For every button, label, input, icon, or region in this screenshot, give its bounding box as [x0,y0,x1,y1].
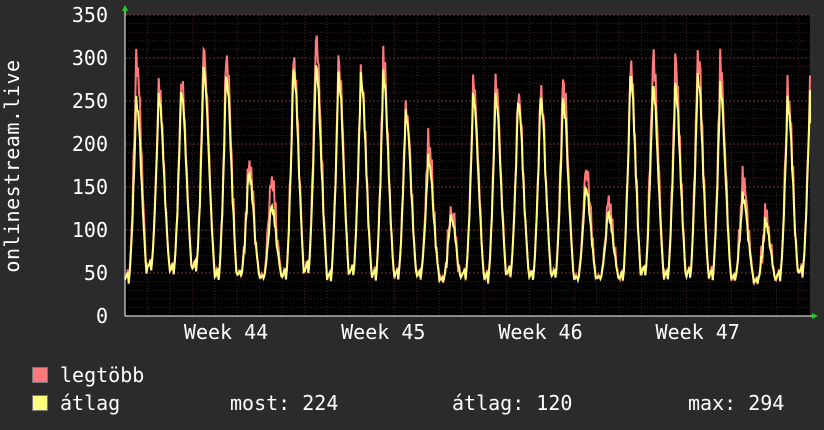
y-tick-label: 100 [72,218,108,242]
stat-average: átlag: 120 [452,391,573,415]
y-tick-label: 50 [84,261,108,285]
x-tick-labels: Week 44 Week 45 Week 46 Week 47 [184,320,740,344]
legend-label-max: legtöbb [60,363,145,387]
y-tick-label: 250 [72,89,108,113]
axes [122,5,818,319]
legend-label-avg: átlag [60,391,121,415]
y-axis-arrow-icon [122,5,128,11]
x-tick-label: Week 47 [656,320,740,344]
y-tick-label: 300 [72,46,108,70]
x-tick-label: Week 46 [498,320,582,344]
y-axis-label-wrap: onlinestream.live [0,0,24,316]
stat-maximum: max: 294 [688,391,785,415]
y-axis-label: onlinestream.live [0,59,24,273]
stat-current: most: 224 [230,391,339,415]
y-tick-label: 150 [72,175,108,199]
y-tick-labels: 0 50 100 150 200 250 300 350 [72,3,108,328]
x-tick-label: Week 44 [184,320,268,344]
x-tick-label: Week 45 [341,320,425,344]
legend-item-avg: átlag most: 224 átlag: 120 max: 294 [32,390,812,416]
y-tick-label: 200 [72,132,108,156]
legend-swatch-max [32,367,48,383]
legend-swatch-avg [32,395,48,411]
x-axis-arrow-icon [812,313,818,319]
y-tick-label: 0 [96,304,108,328]
legend-item-max: legtöbb [32,362,144,388]
y-tick-label: 350 [72,3,108,27]
series-line-avg [124,65,811,284]
